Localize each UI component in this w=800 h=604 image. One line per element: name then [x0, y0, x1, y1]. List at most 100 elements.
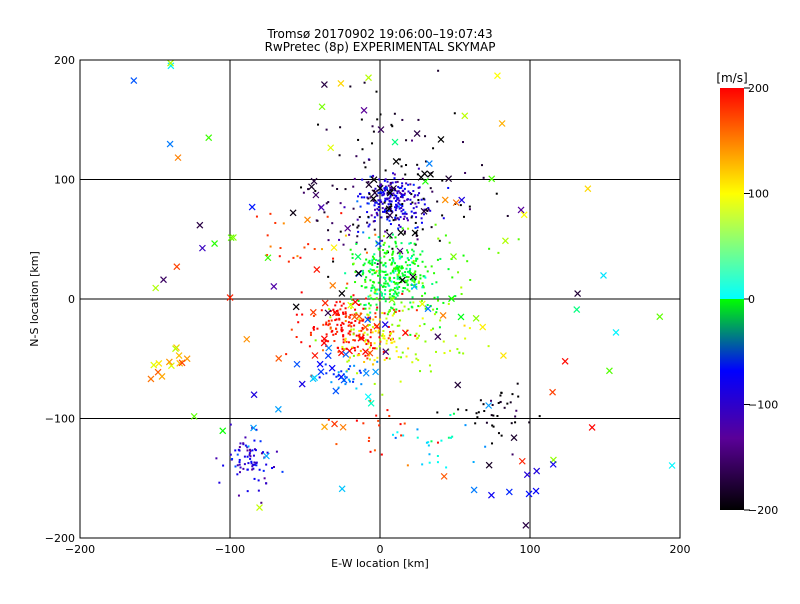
dot-point: [402, 208, 405, 211]
dot-point: [347, 341, 350, 344]
dot-point: [421, 286, 424, 289]
dot-point: [451, 276, 454, 279]
dot-point: [410, 284, 413, 287]
dot-point: [373, 286, 376, 289]
dot-point: [395, 293, 398, 296]
dot-point: [323, 211, 326, 214]
dot-point: [368, 271, 371, 274]
dot-point: [409, 191, 412, 194]
cross-point: [309, 308, 317, 316]
dot-point: [394, 218, 397, 221]
dot-point: [374, 292, 377, 295]
cross-point: [256, 504, 263, 511]
dot-point: [399, 251, 402, 254]
dot-point: [365, 251, 368, 254]
dot-point: [334, 304, 337, 307]
dot-point: [496, 414, 499, 417]
dot-point: [390, 280, 393, 283]
dot-point: [292, 256, 295, 259]
dot-point: [424, 276, 427, 279]
dot-point: [368, 319, 371, 322]
dot-point: [380, 192, 383, 195]
dot-point: [367, 316, 370, 319]
dot-point: [366, 202, 369, 205]
dot-point: [352, 207, 355, 210]
dot-point: [260, 452, 263, 455]
dot-point: [367, 225, 370, 228]
dot-point: [358, 333, 361, 336]
cross-point: [494, 72, 501, 80]
dot-point: [385, 212, 388, 215]
dot-point: [384, 280, 387, 283]
dot-point: [447, 302, 450, 305]
dot-point: [409, 198, 412, 201]
dot-point: [412, 260, 415, 263]
dot-point: [401, 212, 404, 215]
dot-point: [371, 261, 374, 264]
dot-point: [345, 287, 348, 290]
dot-point: [367, 197, 370, 200]
dot-point: [324, 363, 327, 366]
dot-point: [407, 347, 410, 350]
dot-point: [432, 147, 435, 150]
dot-point: [497, 432, 500, 435]
dot-point: [389, 279, 392, 282]
dot-point: [247, 445, 250, 448]
dot-point: [338, 238, 341, 241]
dot-point: [329, 326, 332, 329]
cross-point: [338, 290, 346, 297]
cross-point: [418, 300, 426, 308]
dot-point: [380, 261, 383, 264]
dot-point: [459, 204, 462, 207]
dot-point: [409, 333, 412, 336]
dot-point: [356, 372, 359, 375]
cross-point: [320, 335, 328, 343]
dot-point: [370, 287, 373, 290]
dot-point: [253, 477, 256, 480]
dot-point: [239, 442, 242, 445]
dot-point: [382, 337, 385, 340]
dot-point: [398, 158, 401, 161]
dot-point: [396, 190, 399, 193]
dot-point: [379, 200, 382, 203]
dot-point: [369, 399, 372, 402]
dot-point: [335, 443, 338, 446]
dot-point: [417, 359, 420, 362]
x-tick-label: 200: [670, 543, 691, 556]
cross-point: [370, 195, 377, 203]
dot-point: [401, 189, 404, 192]
dot-point: [415, 337, 418, 340]
dot-point: [349, 85, 352, 88]
dot-point: [395, 350, 398, 353]
dot-point: [414, 277, 417, 280]
dot-point: [398, 309, 401, 312]
dot-point: [325, 372, 328, 375]
dot-point: [312, 328, 315, 331]
cross-point: [360, 106, 368, 114]
dot-point: [395, 214, 398, 217]
dot-point: [406, 288, 409, 291]
cross-point: [364, 393, 372, 401]
dot-point: [364, 368, 367, 371]
dot-point: [408, 269, 411, 272]
dot-point: [423, 203, 426, 206]
dot-point: [395, 206, 398, 209]
dot-point: [503, 406, 506, 409]
dot-point: [363, 161, 366, 164]
cross-point: [311, 352, 319, 359]
dot-point: [374, 271, 377, 274]
dot-point: [343, 206, 346, 209]
dot-point: [388, 357, 391, 360]
dot-point: [383, 337, 386, 340]
dot-point: [391, 294, 394, 297]
dot-point: [381, 194, 384, 197]
dot-point: [215, 457, 218, 460]
dot-point: [364, 286, 367, 289]
dot-point: [359, 312, 362, 315]
dot-point: [368, 192, 371, 195]
dot-point: [358, 354, 361, 357]
dot-point: [325, 321, 328, 324]
dot-point: [373, 253, 376, 256]
dot-point: [412, 253, 415, 256]
dot-point: [333, 340, 336, 343]
